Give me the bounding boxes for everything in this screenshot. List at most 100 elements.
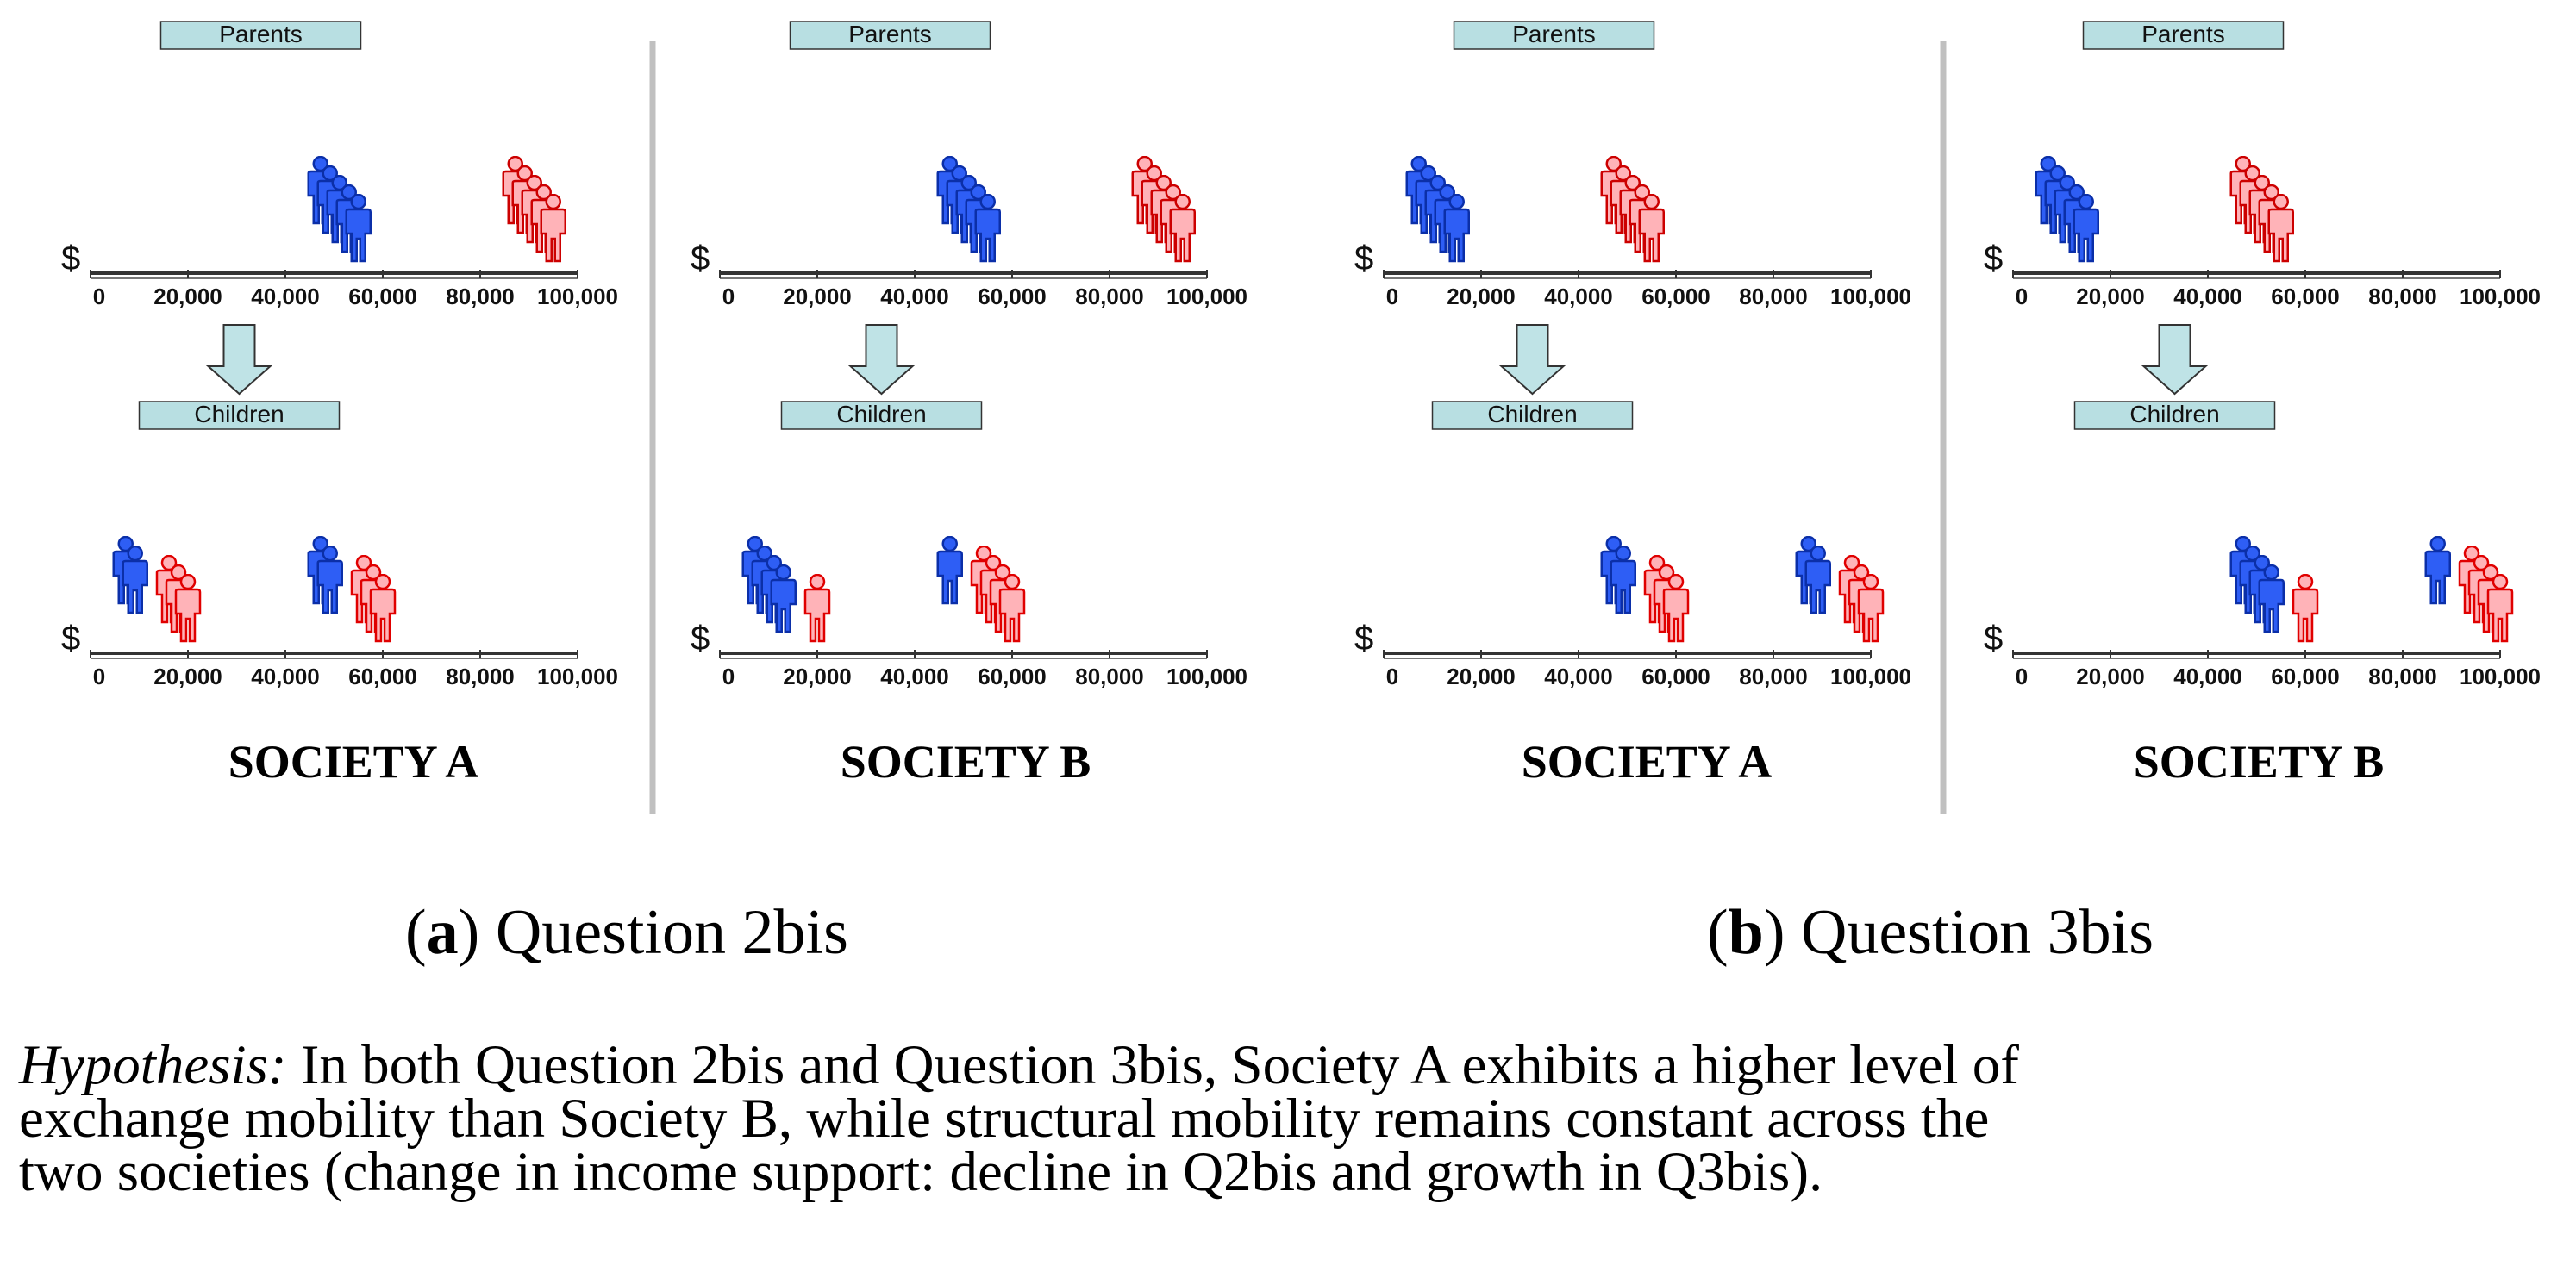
axis-tick-label: 0 — [1386, 664, 1398, 689]
axis-tick-label: 20,000 — [783, 664, 852, 689]
axis-tick-label: 0 — [2016, 664, 2028, 689]
panel-1: Parents $0 20,000 40,000 60,000 80,000 100,000… — [61, 21, 618, 788]
children-blue-group — [1795, 536, 1885, 643]
person-icon — [2292, 574, 2319, 643]
person-icon — [936, 536, 963, 605]
axis-tick-label: 100,000 — [2460, 284, 2541, 309]
children-income-axis: $0 20,000 40,000 60,000 80,000 100,000 — [691, 620, 1247, 689]
axis-tick-label: 20,000 — [783, 284, 852, 309]
currency-symbol: $ — [1354, 620, 1373, 658]
children-label-box-label: Children — [836, 401, 926, 427]
society-title: SOCIETY A — [1522, 736, 1773, 788]
note-line-1-text: In both Question 2bis and Question 3bis,… — [300, 1034, 2019, 1096]
caption-a-text: Question 2bis — [495, 897, 848, 968]
caption-a: (a) Question 2bis — [405, 897, 848, 968]
currency-symbol: $ — [1984, 240, 2003, 277]
axis-tick-label: 20,000 — [2076, 664, 2145, 689]
axis-tick-label: 100,000 — [2460, 664, 2541, 689]
children-label-box-label: Children — [2129, 401, 2219, 427]
children-label-box: Children — [2073, 401, 2276, 430]
axis-tick-label: 0 — [93, 284, 105, 309]
parents-income-axis: $0 20,000 40,000 60,000 80,000 100,000 — [691, 240, 1247, 309]
axis-tick-label: 0 — [1386, 284, 1398, 309]
parents-blue-group — [307, 156, 372, 263]
note-line-3: two societies (change in income support:… — [19, 1141, 1823, 1203]
parents-label-box: Parents — [789, 21, 991, 50]
axis-tick-label: 20,000 — [153, 284, 222, 309]
axis-tick-label: 20,000 — [153, 664, 222, 689]
axis-tick-label: 80,000 — [1075, 664, 1144, 689]
children-label-box-label: Children — [1487, 401, 1577, 427]
axis-tick-label: 40,000 — [2173, 284, 2242, 309]
down-arrow-icon — [847, 324, 916, 396]
axis-tick-label: 60,000 — [978, 284, 1047, 309]
down-arrow-icon — [205, 324, 273, 396]
axis-tick-label: 100,000 — [1830, 284, 1911, 309]
axis-tick-label: 80,000 — [2368, 284, 2437, 309]
children-blue-group — [741, 536, 831, 643]
axis-tick-label: 40,000 — [1544, 284, 1613, 309]
currency-symbol: $ — [1984, 620, 2003, 658]
note-label: Hypothesis: — [19, 1034, 287, 1096]
axis-tick-label: 60,000 — [348, 664, 417, 689]
axis-tick-label: 40,000 — [880, 664, 949, 689]
axis-tick-label: 40,000 — [251, 284, 320, 309]
panel-4: Parents $0 20,000 40,000 60,000 80,000 100,000… — [1984, 21, 2541, 788]
children-label-box-label: Children — [194, 401, 284, 427]
parents-income-axis: $0 20,000 40,000 60,000 80,000 100,000 — [1354, 240, 1911, 309]
parents-red-group — [502, 156, 566, 263]
currency-symbol: $ — [691, 240, 710, 277]
axis-tick-label: 0 — [722, 664, 735, 689]
caption-a-letter: a — [426, 897, 459, 968]
axis-tick-label: 40,000 — [2173, 664, 2242, 689]
axis-tick-label: 40,000 — [251, 664, 320, 689]
children-blue-group — [1600, 536, 1690, 643]
parents-blue-group — [936, 156, 1001, 263]
axis-tick-label: 80,000 — [1739, 664, 1808, 689]
note-line-2: exchange mobility than Society B, while … — [19, 1088, 1990, 1150]
parents-red-group — [1600, 156, 1665, 263]
axis-tick-label: 60,000 — [2271, 284, 2340, 309]
parents-blue-group — [2035, 156, 2099, 263]
parents-label-box: Parents — [1453, 21, 1655, 50]
currency-symbol: $ — [61, 240, 80, 277]
caption-b-text: Question 3bis — [1800, 897, 2154, 968]
axis-tick-label: 80,000 — [1075, 284, 1144, 309]
axis-tick-label: 0 — [93, 664, 105, 689]
down-arrow-icon — [2141, 324, 2209, 396]
axis-tick-label: 100,000 — [537, 664, 618, 689]
children-blue-group — [2424, 536, 2514, 643]
children-blue-group — [2229, 536, 2319, 643]
axis-tick-label: 60,000 — [1641, 284, 1710, 309]
axis-tick-label: 0 — [722, 284, 735, 309]
parents-label-box-label: Parents — [2141, 21, 2225, 47]
currency-symbol: $ — [61, 620, 80, 658]
panel-2: Parents $0 20,000 40,000 60,000 80,000 100,000… — [691, 21, 1247, 788]
society-title: SOCIETY B — [841, 736, 1091, 788]
hypothesis-note: Hypothesis: In both Question 2bis and Qu… — [19, 1038, 2562, 1203]
axis-tick-label: 100,000 — [1830, 664, 1911, 689]
currency-symbol: $ — [691, 620, 710, 658]
axis-tick-label: 100,000 — [1166, 664, 1247, 689]
parents-red-group — [2229, 156, 2294, 263]
parents-blue-group — [1405, 156, 1470, 263]
parents-label-box-label: Parents — [1512, 21, 1596, 47]
axis-tick-label: 0 — [2016, 284, 2028, 309]
panel-3: Parents $0 20,000 40,000 60,000 80,000 100,000… — [1354, 21, 1911, 788]
children-income-axis: $0 20,000 40,000 60,000 80,000 100,000 — [61, 620, 618, 689]
axis-tick-label: 20,000 — [1447, 284, 1516, 309]
parents-income-axis: $0 20,000 40,000 60,000 80,000 100,000 — [1984, 240, 2541, 309]
children-blue-group — [936, 536, 1026, 643]
children-blue-group — [112, 536, 202, 643]
axis-tick-label: 80,000 — [446, 664, 515, 689]
children-label-box: Children — [1431, 401, 1634, 430]
axis-tick-label: 60,000 — [2271, 664, 2340, 689]
person-icon — [803, 574, 831, 643]
children-label-box: Children — [780, 401, 983, 430]
parents-label-box-label: Parents — [219, 21, 303, 47]
axis-tick-label: 80,000 — [446, 284, 515, 309]
axis-tick-label: 40,000 — [1544, 664, 1613, 689]
children-label-box: Children — [138, 401, 341, 430]
axis-tick-label: 20,000 — [1447, 664, 1516, 689]
